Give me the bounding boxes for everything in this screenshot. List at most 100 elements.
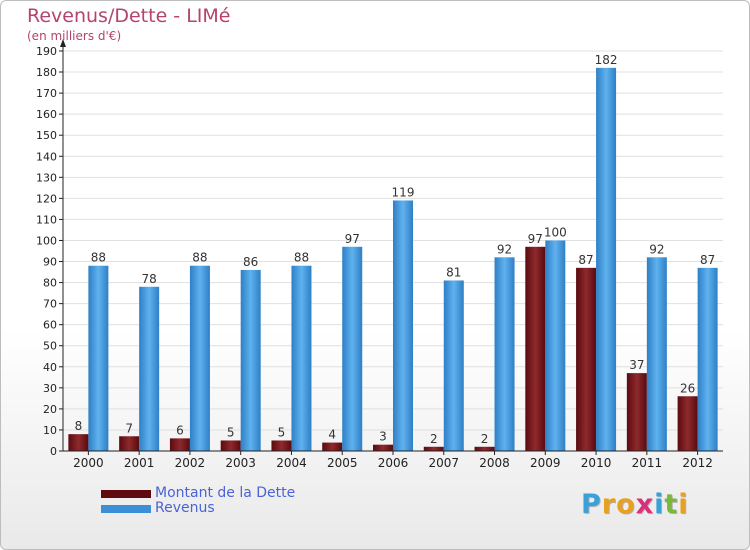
legend-label-revenus: Revenus: [155, 500, 215, 516]
revenus-bar: [139, 286, 160, 451]
x-tick-label: 2008: [479, 456, 510, 470]
debt-bar: [474, 446, 495, 451]
y-tick-label: 50: [43, 340, 57, 353]
debt-bar: [626, 373, 647, 451]
debt-value-label: 5: [227, 425, 235, 439]
revenus-value-label: 88: [91, 251, 106, 265]
logo-letter: t: [664, 489, 679, 520]
legend-label-debt: Montant de la Dette: [155, 485, 296, 501]
logo-letter: P: [581, 489, 602, 520]
debt-value-label: 5: [278, 425, 286, 439]
debt-value-label: 2: [430, 432, 438, 446]
y-tick-label: 170: [36, 87, 57, 100]
x-tick-label: 2005: [327, 456, 358, 470]
x-tick-label: 2006: [378, 456, 409, 470]
debt-bar: [373, 444, 393, 451]
revenus-value-label: 92: [497, 242, 512, 256]
debt-value-label: 4: [328, 428, 336, 442]
debt-bar: [322, 442, 343, 451]
chart-subtitle: (en milliers d'€): [27, 29, 122, 43]
debt-value-label: 26: [680, 381, 695, 395]
y-tick-label: 20: [43, 403, 57, 416]
revenus-value-label: 88: [192, 251, 207, 265]
debt-value-label: 3: [379, 430, 387, 444]
y-tick-label: 40: [43, 361, 57, 374]
debt-value-label: 7: [125, 421, 133, 435]
y-tick-label: 10: [43, 424, 57, 437]
logo-letter: i: [678, 489, 689, 520]
y-tick-label: 180: [36, 66, 57, 79]
y-tick-label: 190: [36, 45, 57, 58]
y-tick-label: 110: [36, 213, 57, 226]
y-tick-label: 130: [36, 171, 57, 184]
logo-letter: r: [601, 489, 617, 520]
revenus-bar: [88, 265, 109, 451]
debt-bar: [271, 440, 292, 451]
revenus-bar: [646, 257, 667, 451]
revenus-value-label: 87: [700, 253, 715, 267]
proxiti-logo: Proxiti: [581, 489, 689, 520]
logo-letter: x: [635, 489, 655, 520]
revenus-value-label: 182: [595, 53, 618, 67]
debt-value-label: 87: [578, 253, 593, 267]
debt-bar: [119, 436, 140, 451]
legend-swatch-revenus: [101, 505, 151, 513]
x-tick-label: 2003: [225, 456, 256, 470]
y-axis-arrow: [60, 39, 66, 47]
x-tick-label: 2009: [530, 456, 561, 470]
y-tick-label: 160: [36, 108, 57, 121]
x-tick-label: 2004: [276, 456, 307, 470]
logo-letter: o: [616, 489, 636, 520]
debt-value-label: 37: [629, 358, 644, 372]
revenus-bar: [291, 265, 312, 451]
debt-value-label: 6: [176, 423, 184, 437]
revenus-value-label: 88: [294, 251, 309, 265]
x-tick-label: 2001: [124, 456, 155, 470]
debt-value-label: 2: [481, 432, 489, 446]
revenus-bar: [342, 246, 363, 451]
y-tick-label: 100: [36, 234, 57, 247]
debt-bar: [169, 438, 190, 451]
legend-swatch-debt: [101, 490, 151, 498]
revenus-value-label: 92: [649, 242, 664, 256]
debt-value-label: 97: [528, 232, 543, 246]
chart-title: Revenus/Dette - LIMé: [27, 5, 231, 27]
y-tick-label: 80: [43, 277, 57, 290]
y-tick-label: 140: [36, 150, 57, 163]
revenus-bar: [240, 269, 261, 451]
y-tick-label: 0: [50, 445, 57, 458]
debt-bar: [576, 267, 597, 451]
y-tick-label: 70: [43, 298, 57, 311]
x-tick-label: 2002: [175, 456, 206, 470]
revenus-bar: [596, 67, 617, 451]
revenus-bar: [545, 240, 566, 451]
x-tick-label: 2010: [581, 456, 612, 470]
y-tick-label: 30: [43, 382, 57, 395]
debt-bar: [68, 434, 89, 451]
debt-value-label: 8: [75, 419, 83, 433]
revenus-value-label: 86: [243, 255, 258, 269]
x-tick-label: 2012: [682, 456, 713, 470]
revenus-value-label: 97: [345, 232, 360, 246]
revenus-bar: [189, 265, 210, 451]
y-tick-label: 60: [43, 319, 57, 332]
revenus-bar: [393, 200, 413, 451]
revenus-value-label: 81: [446, 265, 461, 279]
x-tick-label: 2011: [632, 456, 663, 470]
debt-bar: [423, 446, 444, 451]
x-tick-label: 2000: [73, 456, 104, 470]
y-tick-label: 120: [36, 192, 57, 205]
revenus-bar: [443, 280, 464, 451]
debt-bar: [220, 440, 241, 451]
debt-bar: [525, 246, 546, 451]
y-tick-label: 90: [43, 256, 57, 269]
revenus-value-label: 119: [392, 185, 415, 199]
revenus-bar: [494, 257, 515, 451]
revenus-value-label: 78: [142, 272, 157, 286]
revenus-value-label: 100: [544, 225, 567, 239]
y-tick-label: 150: [36, 129, 57, 142]
debt-bar: [677, 396, 698, 451]
revenus-bar: [697, 267, 718, 451]
